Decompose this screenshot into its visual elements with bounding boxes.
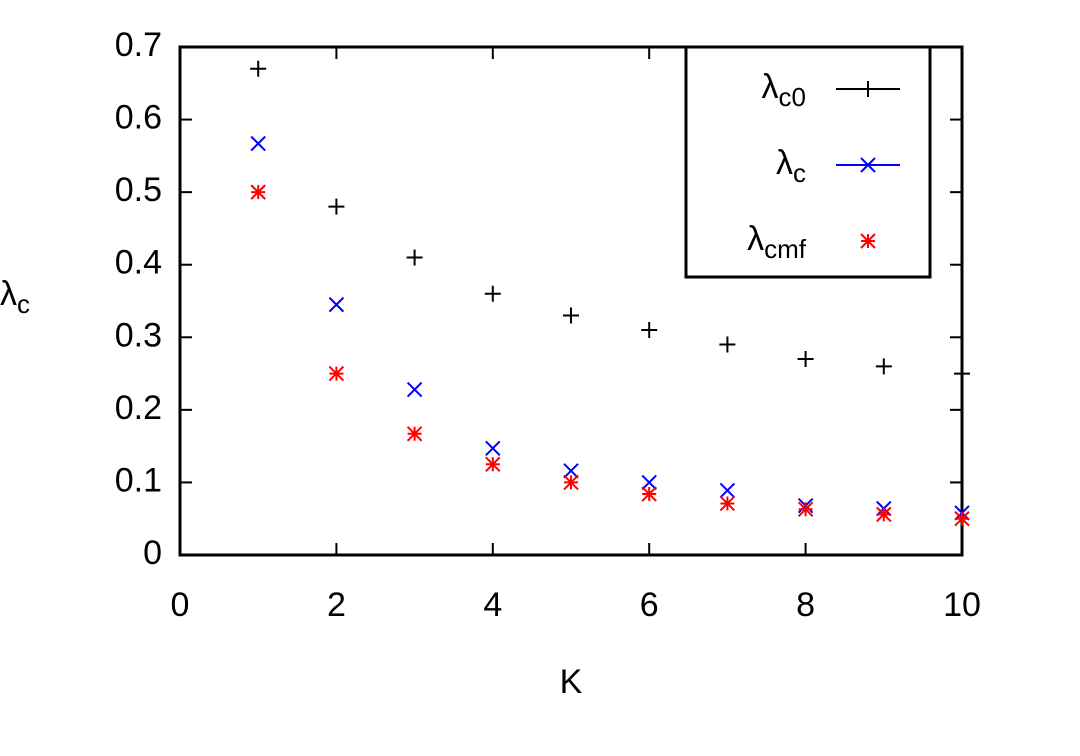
data-point [406,249,423,266]
y-tick-label: 0.4 [115,244,162,282]
data-point [328,198,345,215]
data-point [719,336,736,353]
data-point [954,511,970,527]
x-tick-label: 4 [483,586,502,624]
legend-label: λc0 [762,68,806,112]
x-tick-label: 6 [640,586,659,624]
legend-label: λcmf [747,220,807,264]
plot-frame [178,45,964,557]
data-point [406,381,423,398]
data-point [563,474,579,491]
x-tick-label: 10 [943,586,981,624]
data-point [250,60,267,77]
data-point [250,184,266,200]
data-point [485,440,501,457]
data-point [797,351,814,368]
x-axis-label: K [560,663,583,701]
data-point [719,495,736,512]
data-point [876,506,892,523]
data-point [954,365,970,382]
x-tick-label: 0 [171,586,190,624]
y-tick-label: 0.5 [115,171,162,209]
y-tick-label: 0.6 [115,99,162,137]
data-point [563,463,579,479]
x-tick-label: 8 [796,586,815,624]
data-point [485,456,501,472]
y-tick-label: 0.3 [115,316,162,354]
y-tick-label: 0.7 [115,26,162,64]
data-point [719,482,736,499]
y-axis-label: λc [0,275,30,319]
legend-label: λc [776,144,806,188]
data-point [797,501,814,517]
data-point [328,296,345,313]
data-point [641,486,657,502]
data-point [563,307,579,324]
data-point [641,322,658,339]
y-tick-label: 0 [143,534,162,572]
x-tick-label: 2 [327,586,346,624]
data-point [328,365,345,382]
legend-box [684,45,932,279]
data-point [406,426,423,442]
legend-marker [860,81,876,97]
data-point [484,285,501,302]
data-point [875,358,892,375]
y-tick-label: 0.2 [115,389,162,427]
data-point [641,474,657,491]
y-tick-label: 0.1 [115,461,162,499]
legend-marker [860,157,876,173]
legend-marker [860,233,876,249]
data-point [250,135,266,152]
